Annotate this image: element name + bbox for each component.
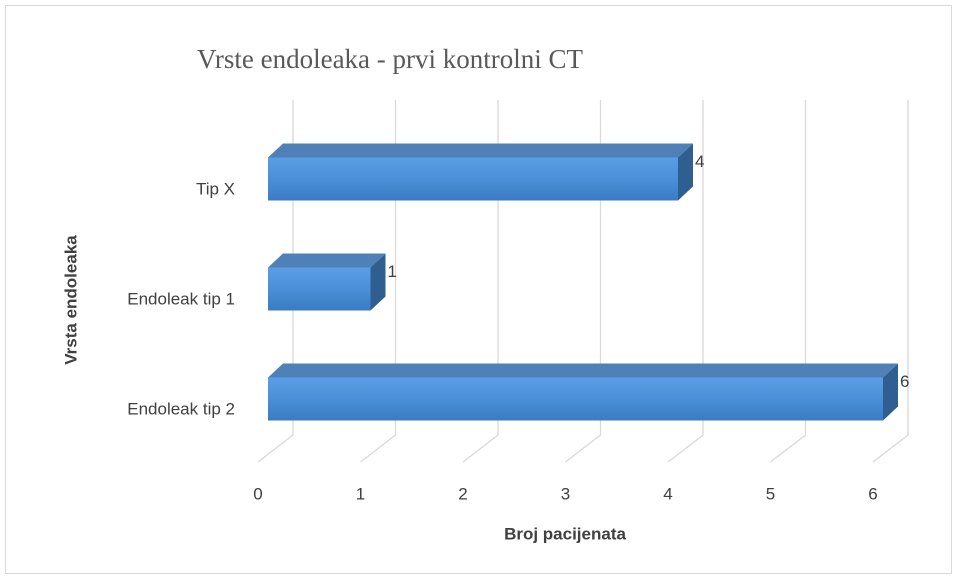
x-tick-label: 2 xyxy=(458,484,467,503)
x-tick-label: 1 xyxy=(356,484,365,503)
grid-line xyxy=(667,100,704,463)
bar-top xyxy=(268,363,898,378)
chart-border xyxy=(5,5,952,574)
data-label: 1 xyxy=(388,262,397,281)
bar-top xyxy=(268,253,386,268)
bar-end xyxy=(883,363,898,421)
bar-end xyxy=(370,253,386,311)
x-axis-title: Broj pacijenata xyxy=(504,524,626,543)
x-tick-label: 3 xyxy=(561,484,570,503)
y-tick-label: Tip X xyxy=(196,179,235,198)
data-label: 4 xyxy=(695,152,704,171)
x-tick-label: 6 xyxy=(868,484,877,503)
bar xyxy=(268,267,371,311)
bar xyxy=(268,157,678,201)
y-tick-label: Endoleak tip 2 xyxy=(127,399,235,418)
grid-line xyxy=(462,100,499,463)
grid-line xyxy=(360,100,397,463)
grid-line xyxy=(770,100,807,463)
x-tick-label: 0 xyxy=(253,484,262,503)
x-tick-label: 4 xyxy=(663,484,672,503)
bar-end xyxy=(678,143,693,201)
x-tick-label: 5 xyxy=(766,484,775,503)
y-axis-title: Vrsta endoleaka xyxy=(61,235,80,365)
bar-top xyxy=(268,143,693,158)
grid-line xyxy=(257,100,294,463)
data-label: 6 xyxy=(900,372,909,391)
grid-line xyxy=(565,100,602,463)
chart-title: Vrste endoleaka - prvi kontrolni CT xyxy=(197,44,584,74)
grid-line xyxy=(872,100,909,463)
y-tick-label: Endoleak tip 1 xyxy=(127,289,235,308)
bar xyxy=(268,377,883,421)
